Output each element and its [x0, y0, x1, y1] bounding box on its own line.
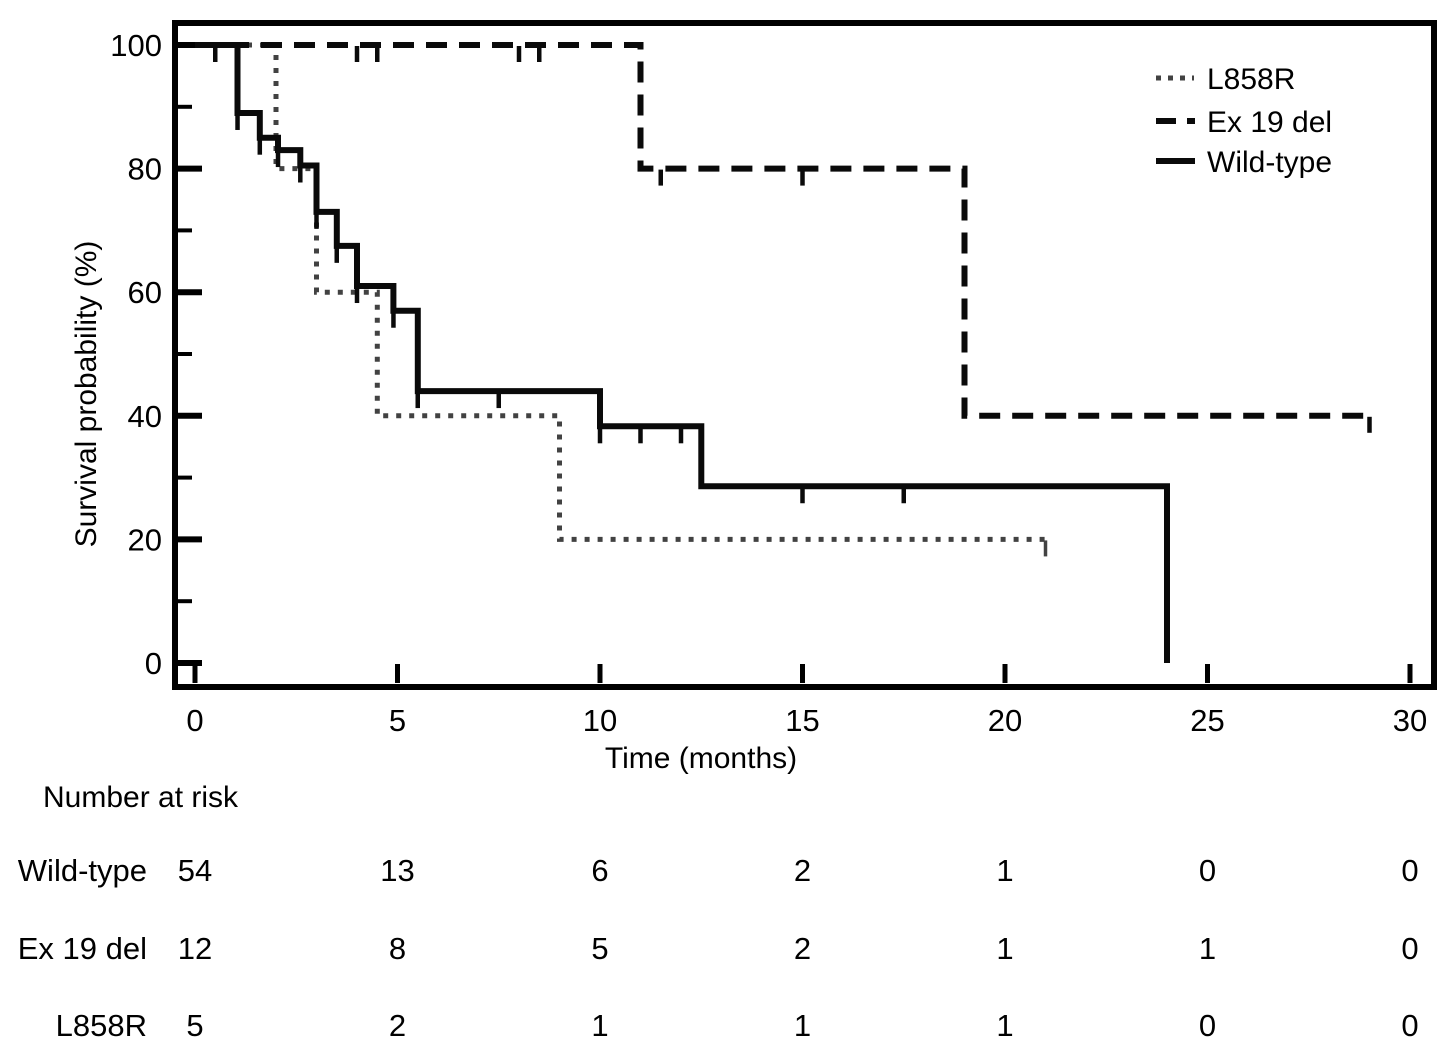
- legend: L858R Ex 19 del Wild-type: [1156, 63, 1332, 179]
- risk-table: Number at risk Wild-type 54 13 6 2 1 0 0Ex 19 d…: [18, 781, 1419, 1043]
- x-tick-label: 5: [389, 703, 406, 738]
- risk-value: 13: [380, 853, 414, 888]
- risk-value: 0: [1401, 1008, 1418, 1043]
- y-axis-title: Survival probability (%): [70, 241, 103, 548]
- risk-row-label: L858R: [56, 1008, 147, 1043]
- risk-value: 0: [1199, 1008, 1216, 1043]
- risk-table-title: Number at risk: [43, 781, 239, 814]
- x-tick-label: 25: [1190, 703, 1224, 738]
- legend-item-wild-type: Wild-type: [1156, 146, 1332, 179]
- x-axis-title: Time (months): [605, 742, 797, 775]
- curves-layer: [195, 42, 1372, 663]
- y-tick-label: 80: [128, 152, 162, 187]
- y-tick-label: 0: [145, 646, 162, 681]
- risk-value: 2: [794, 931, 811, 966]
- risk-value: 0: [1199, 853, 1216, 888]
- x-tick-label: 30: [1393, 703, 1427, 738]
- plot-frame: [172, 20, 1437, 690]
- survival-curve-l858r: [195, 42, 1046, 542]
- risk-row-wild-type: Wild-type 54 13 6 2 1 0 0: [18, 853, 1419, 888]
- legend-label-wild-type: Wild-type: [1207, 146, 1332, 179]
- risk-value: 54: [178, 853, 212, 888]
- x-tick-label: 15: [785, 703, 819, 738]
- legend-item-l858r: L858R: [1156, 63, 1295, 96]
- survival-curve-wild-type: [195, 42, 1170, 663]
- y-tick-label: 40: [128, 399, 162, 434]
- risk-row-label: Wild-type: [18, 853, 147, 888]
- legend-item-ex-19-del: Ex 19 del: [1156, 106, 1332, 139]
- y-tick-label: 20: [128, 522, 162, 557]
- risk-value: 1: [1199, 931, 1216, 966]
- risk-value: 2: [794, 853, 811, 888]
- x-tick-label: 0: [186, 703, 203, 738]
- risk-row-l858r: L858R 5 2 1 1 1 0 0: [56, 1008, 1419, 1043]
- risk-value: 0: [1401, 853, 1418, 888]
- risk-value: 1: [794, 1008, 811, 1043]
- risk-value: 5: [591, 931, 608, 966]
- risk-value: 12: [178, 931, 212, 966]
- x-tick-label: 20: [988, 703, 1022, 738]
- survival-curve-ex-19-del: [195, 42, 1370, 419]
- risk-value: 1: [996, 931, 1013, 966]
- risk-value: 0: [1401, 931, 1418, 966]
- risk-value: 1: [996, 1008, 1013, 1043]
- y-tick-label: 100: [110, 28, 162, 63]
- risk-value: 1: [591, 1008, 608, 1043]
- risk-row-ex-19-del: Ex 19 del 12 8 5 2 1 1 0: [18, 931, 1419, 966]
- y-tick-label: 60: [128, 275, 162, 310]
- risk-value: 5: [186, 1008, 203, 1043]
- risk-value: 1: [996, 853, 1013, 888]
- legend-label-l858r: L858R: [1207, 63, 1295, 96]
- plot-area: 0 5 10 15 20 25 30 0 20 40 60 80 100: [110, 20, 1437, 738]
- risk-row-label: Ex 19 del: [18, 931, 147, 966]
- x-tick-label: 10: [583, 703, 617, 738]
- risk-value: 6: [591, 853, 608, 888]
- legend-label-ex-19-del: Ex 19 del: [1207, 106, 1332, 139]
- risk-value: 8: [389, 931, 406, 966]
- risk-value: 2: [389, 1008, 406, 1043]
